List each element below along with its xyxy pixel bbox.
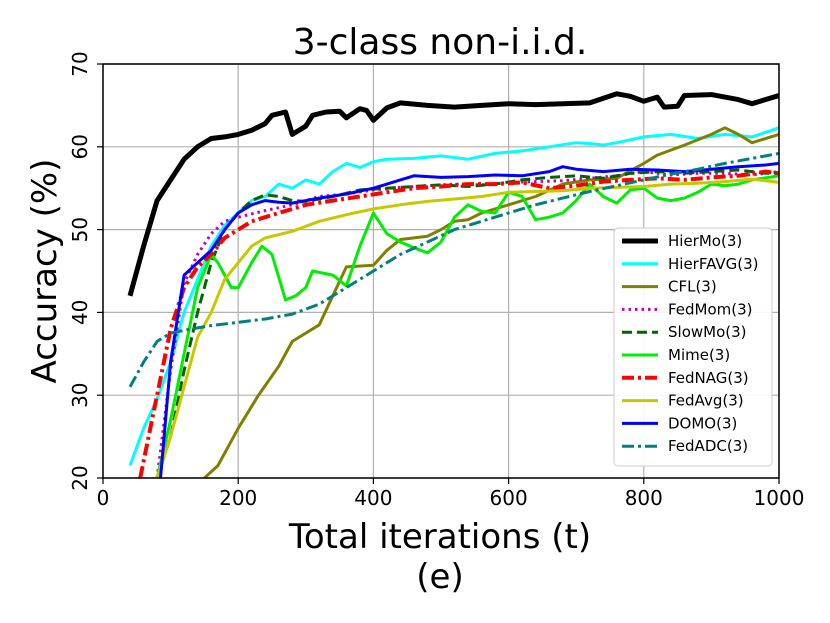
plot-frame bbox=[102, 63, 780, 479]
legend-label: FedMom(3) bbox=[668, 300, 753, 318]
x-tick-label: 0 bbox=[97, 486, 110, 510]
chart-title: 3-class non-i.i.d. bbox=[293, 22, 588, 63]
y-tick-label: 60 bbox=[68, 134, 92, 159]
x-tick-label: 1000 bbox=[754, 486, 805, 510]
series-line-cfl-3 bbox=[203, 126, 779, 478]
figure-caption: (e) bbox=[416, 557, 463, 597]
y-tick-label: 20 bbox=[68, 465, 92, 490]
series-line-fedavg-3 bbox=[155, 177, 779, 478]
x-tick-label: 600 bbox=[490, 486, 528, 510]
series-line-slowmo-3 bbox=[155, 168, 779, 478]
series-line-domo-3 bbox=[159, 161, 779, 478]
legend-label: HierMo(3) bbox=[668, 232, 742, 250]
legend: HierMo(3) HierFAVG(3) CFL(3) FedMom(3) SlowM… bbox=[613, 227, 773, 467]
legend-label: CFL(3) bbox=[668, 278, 717, 296]
y-tick-label: 50 bbox=[68, 217, 92, 242]
series-line-fedadc-3 bbox=[128, 151, 779, 388]
x-tick-label: 200 bbox=[219, 486, 257, 510]
x-axis-label: Total iterations (t) bbox=[288, 517, 591, 557]
y-tick-label: 30 bbox=[68, 382, 92, 407]
legend-label: FedADC(3) bbox=[668, 437, 748, 455]
legend-label: FedNAG(3) bbox=[668, 369, 749, 387]
x-tick-label: 800 bbox=[625, 486, 663, 510]
y-tick-label: 40 bbox=[68, 300, 92, 325]
y-axis-ticks: 20 30 40 50 60 70 bbox=[68, 51, 103, 491]
legend-label: DOMO(3) bbox=[668, 414, 737, 432]
series-line-fednag-3 bbox=[138, 169, 779, 478]
legend-label: HierFAVG(3) bbox=[668, 255, 759, 273]
series-group bbox=[127, 91, 779, 478]
x-tick-label: 400 bbox=[354, 486, 392, 510]
legend-label: SlowMo(3) bbox=[668, 323, 747, 341]
x-axis-ticks: 0 200 400 600 800 1000 bbox=[97, 478, 805, 510]
series-line-mime-3 bbox=[155, 174, 779, 478]
y-axis-label: Accuracy (%) bbox=[25, 159, 65, 384]
y-tick-label: 70 bbox=[68, 51, 92, 76]
legend-label: FedAvg(3) bbox=[668, 392, 744, 410]
legend-label: Mime(3) bbox=[668, 346, 730, 364]
series-line-hiermo-3 bbox=[127, 91, 779, 297]
